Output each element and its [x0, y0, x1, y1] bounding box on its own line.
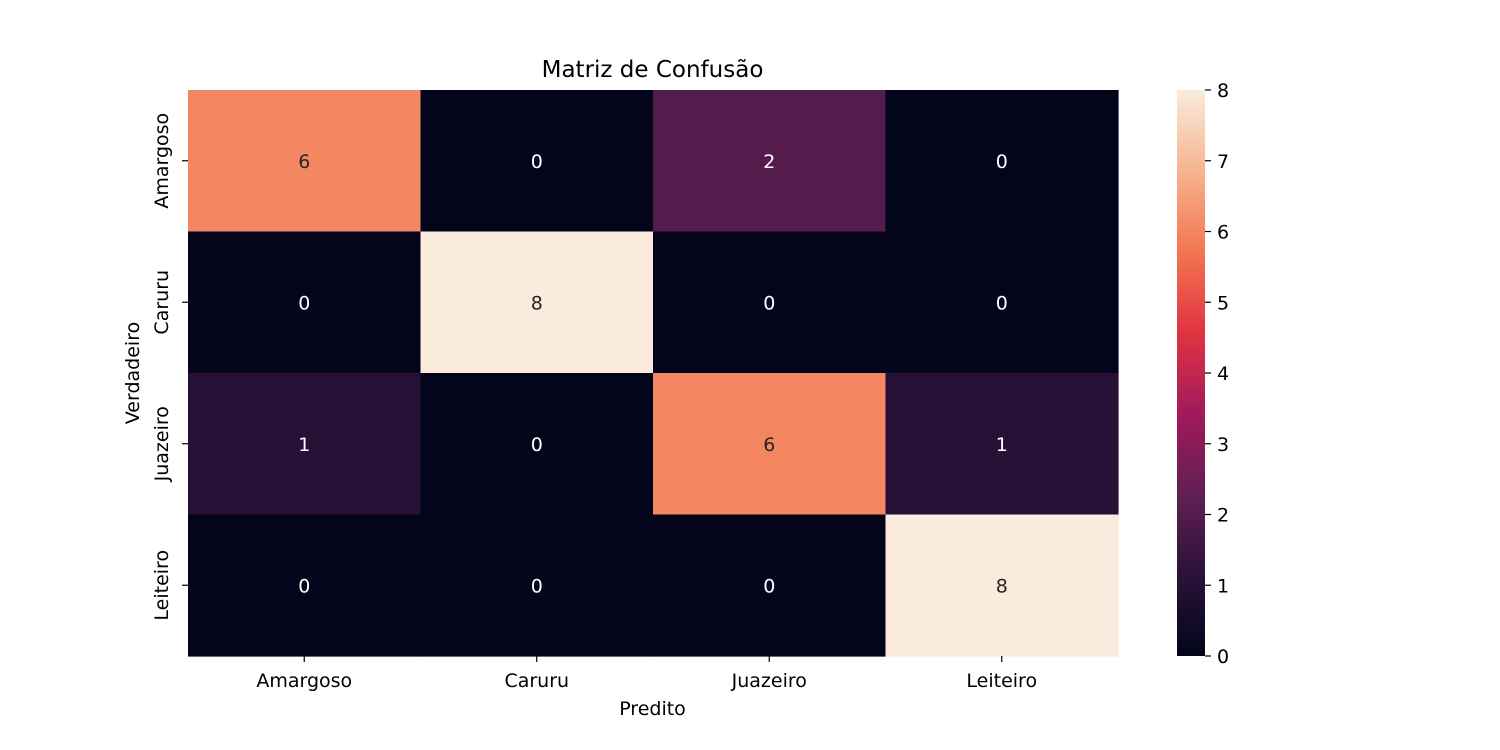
heatmap-cell: [188, 373, 422, 516]
heatmap-cell: [885, 373, 1119, 516]
colorbar-tick-label: 5: [1217, 292, 1229, 314]
cell-value-label: 8: [996, 575, 1008, 597]
x-tick-label: Juazeiro: [731, 670, 807, 692]
heatmap-cell: [885, 514, 1119, 657]
cell-value-label: 0: [763, 575, 775, 597]
heatmap-cell: [420, 231, 654, 374]
x-tick-label: Caruru: [504, 670, 569, 692]
heatmap-cell: [653, 514, 887, 657]
heatmap-cell: [188, 514, 422, 657]
x-axis-label: Predito: [619, 698, 686, 720]
x-tick-label: Amargoso: [256, 670, 352, 692]
heatmap-cell: [420, 90, 654, 233]
chart-title: Matriz de Confusão: [542, 57, 764, 83]
cell-value-label: 0: [531, 434, 543, 456]
cell-value-label: 0: [763, 292, 775, 314]
cell-value-label: 0: [298, 575, 310, 597]
heatmap-cell: [885, 90, 1119, 233]
cell-value-label: 1: [298, 434, 310, 456]
cell-value-label: 0: [298, 292, 310, 314]
y-tick-label: Juazeiro: [151, 406, 173, 482]
heatmap-cell: [653, 231, 887, 374]
cell-value-label: 0: [996, 292, 1008, 314]
heatmap-cells: [188, 90, 1119, 657]
cell-value-label: 6: [763, 434, 775, 456]
colorbar-tick-label: 0: [1217, 646, 1229, 668]
y-tick-label: Leiteiro: [151, 550, 173, 621]
cell-value-label: 0: [531, 575, 543, 597]
colorbar-tick-label: 3: [1217, 434, 1229, 456]
heatmap-cell: [885, 231, 1119, 374]
heatmap-cell: [420, 373, 654, 516]
cell-value-label: 0: [531, 151, 543, 173]
heatmap-cell: [188, 231, 422, 374]
colorbar-tick-label: 6: [1217, 222, 1229, 244]
heatmap-cell: [188, 90, 422, 233]
colorbar-tick-label: 7: [1217, 151, 1229, 173]
cell-value-label: 1: [996, 434, 1008, 456]
colorbar-tick-label: 8: [1217, 80, 1229, 102]
cell-value-label: 6: [298, 151, 310, 173]
colorbar-ticks: 0 1 2 3 4 5 6 7 8: [1205, 80, 1229, 668]
colorbar-tick-label: 1: [1217, 575, 1229, 597]
heatmap-cell: [420, 514, 654, 657]
heatmap-cell: [653, 90, 887, 233]
colorbar-tick-label: 4: [1217, 363, 1229, 385]
cell-value-label: 0: [996, 151, 1008, 173]
colorbar: [1177, 90, 1205, 656]
cell-value-label: 8: [531, 292, 543, 314]
x-tick-label: Leiteiro: [966, 670, 1037, 692]
heatmap-cell: [653, 373, 887, 516]
colorbar-tick-label: 2: [1217, 505, 1229, 527]
y-tick-label: Amargoso: [151, 113, 173, 209]
cell-value-label: 2: [763, 151, 775, 173]
y-tick-label: Caruru: [151, 270, 173, 335]
y-axis-label: Verdadeiro: [122, 322, 144, 424]
y-axis-ticks: Amargoso Caruru Juazeiro Leiteiro: [151, 113, 188, 621]
cell-labels: 6 0 2 0 0 8 0 0 1 0 6 1 0 0 0 8: [298, 151, 1008, 598]
x-axis-ticks: Amargoso Caruru Juazeiro Leiteiro: [256, 656, 1037, 692]
